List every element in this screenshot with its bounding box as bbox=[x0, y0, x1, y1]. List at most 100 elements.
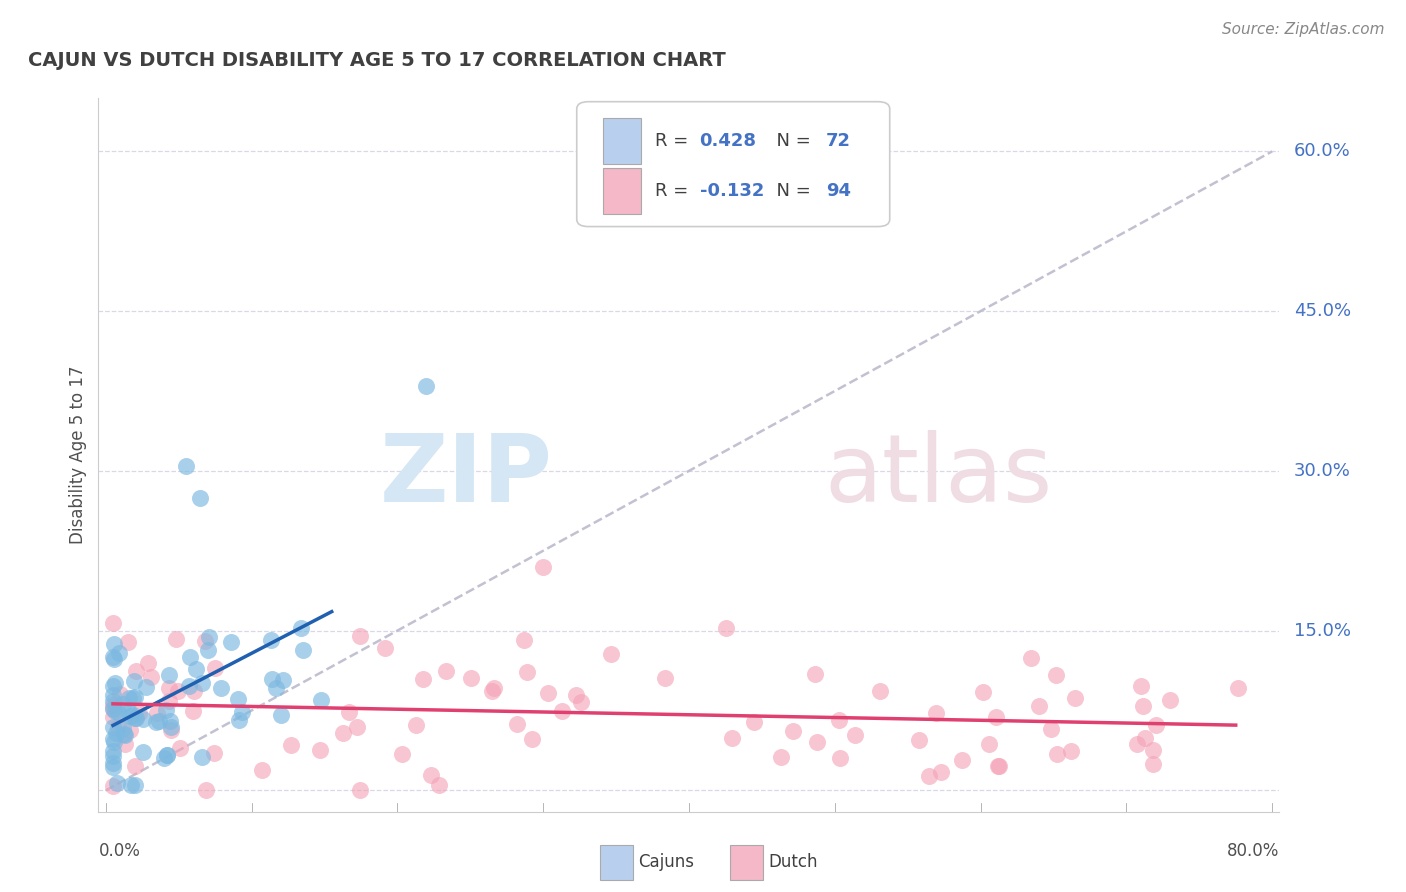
Point bbox=[742, 715, 765, 730]
Point bbox=[157, 668, 180, 682]
Point bbox=[290, 621, 312, 635]
Bar bbox=[730, 846, 763, 880]
Text: 72: 72 bbox=[825, 132, 851, 150]
Point bbox=[654, 671, 676, 685]
Point bbox=[153, 751, 176, 765]
Point bbox=[1039, 723, 1062, 737]
Point bbox=[264, 681, 287, 696]
Text: Dutch: Dutch bbox=[768, 853, 817, 871]
Point bbox=[806, 734, 828, 748]
Point bbox=[114, 729, 136, 743]
Point bbox=[412, 672, 434, 686]
Point bbox=[101, 694, 124, 708]
Point bbox=[531, 559, 554, 574]
Point bbox=[221, 635, 243, 649]
Point bbox=[1019, 650, 1042, 665]
Point bbox=[179, 649, 201, 664]
Point bbox=[228, 692, 250, 706]
Bar bbox=[603, 118, 641, 164]
Point bbox=[908, 733, 931, 747]
Point bbox=[1045, 668, 1067, 682]
Point bbox=[929, 765, 952, 780]
Text: atlas: atlas bbox=[825, 430, 1053, 523]
Point bbox=[460, 671, 482, 685]
Point bbox=[156, 748, 179, 763]
Point bbox=[844, 727, 866, 741]
Point bbox=[309, 693, 332, 707]
Point bbox=[782, 723, 804, 738]
Point bbox=[101, 688, 124, 702]
Point bbox=[101, 749, 124, 764]
Point bbox=[291, 643, 314, 657]
Point bbox=[391, 747, 413, 761]
Text: 80.0%: 80.0% bbox=[1227, 841, 1279, 860]
Point bbox=[481, 684, 503, 698]
Point bbox=[332, 726, 354, 740]
Point bbox=[103, 652, 125, 666]
Point bbox=[250, 764, 273, 778]
Point bbox=[270, 707, 292, 722]
Point bbox=[124, 690, 146, 705]
Point bbox=[209, 681, 232, 696]
Point bbox=[349, 629, 371, 643]
Point bbox=[121, 707, 143, 722]
Point bbox=[506, 717, 529, 731]
Point bbox=[191, 676, 214, 690]
Point bbox=[1159, 693, 1181, 707]
Point bbox=[139, 670, 162, 684]
Point bbox=[337, 705, 360, 719]
Point bbox=[1132, 698, 1154, 713]
Text: 30.0%: 30.0% bbox=[1294, 462, 1351, 480]
Point bbox=[104, 676, 127, 690]
Point bbox=[174, 458, 197, 473]
Point bbox=[415, 378, 437, 392]
Point bbox=[600, 647, 623, 661]
Point bbox=[103, 734, 125, 748]
Point bbox=[156, 748, 179, 763]
Point bbox=[984, 709, 1007, 723]
Point bbox=[160, 723, 183, 738]
Point bbox=[979, 737, 1001, 751]
Point bbox=[721, 731, 744, 745]
Point bbox=[169, 741, 191, 756]
Point bbox=[101, 702, 124, 716]
Point bbox=[183, 684, 205, 698]
Point bbox=[179, 680, 201, 694]
Point bbox=[148, 714, 170, 728]
Point bbox=[925, 706, 948, 721]
Text: R =: R = bbox=[655, 182, 693, 200]
Text: -0.132: -0.132 bbox=[700, 182, 763, 200]
Point bbox=[197, 642, 219, 657]
Point bbox=[522, 732, 544, 747]
Point bbox=[987, 759, 1010, 773]
Point bbox=[405, 718, 427, 732]
Point bbox=[1125, 737, 1147, 751]
Text: N =: N = bbox=[765, 182, 815, 200]
Point bbox=[516, 665, 538, 680]
Point bbox=[1144, 718, 1167, 732]
Point bbox=[124, 759, 146, 773]
Text: 94: 94 bbox=[825, 182, 851, 200]
Point bbox=[482, 681, 505, 696]
Point bbox=[124, 778, 146, 792]
Point bbox=[271, 673, 294, 688]
Point bbox=[1046, 747, 1069, 761]
Point bbox=[551, 705, 574, 719]
Point bbox=[101, 756, 124, 770]
Point bbox=[159, 714, 181, 728]
Point bbox=[101, 744, 124, 758]
Point bbox=[120, 709, 142, 723]
Point bbox=[101, 731, 124, 746]
Point bbox=[512, 633, 534, 648]
Point bbox=[118, 705, 141, 719]
Point bbox=[114, 737, 136, 751]
FancyBboxPatch shape bbox=[576, 102, 890, 227]
Point bbox=[101, 616, 124, 631]
Point bbox=[101, 709, 124, 723]
Point bbox=[103, 637, 125, 651]
Point bbox=[145, 706, 167, 720]
Point bbox=[349, 783, 371, 797]
Point bbox=[101, 650, 124, 665]
Point bbox=[262, 672, 284, 686]
Point bbox=[132, 745, 155, 759]
